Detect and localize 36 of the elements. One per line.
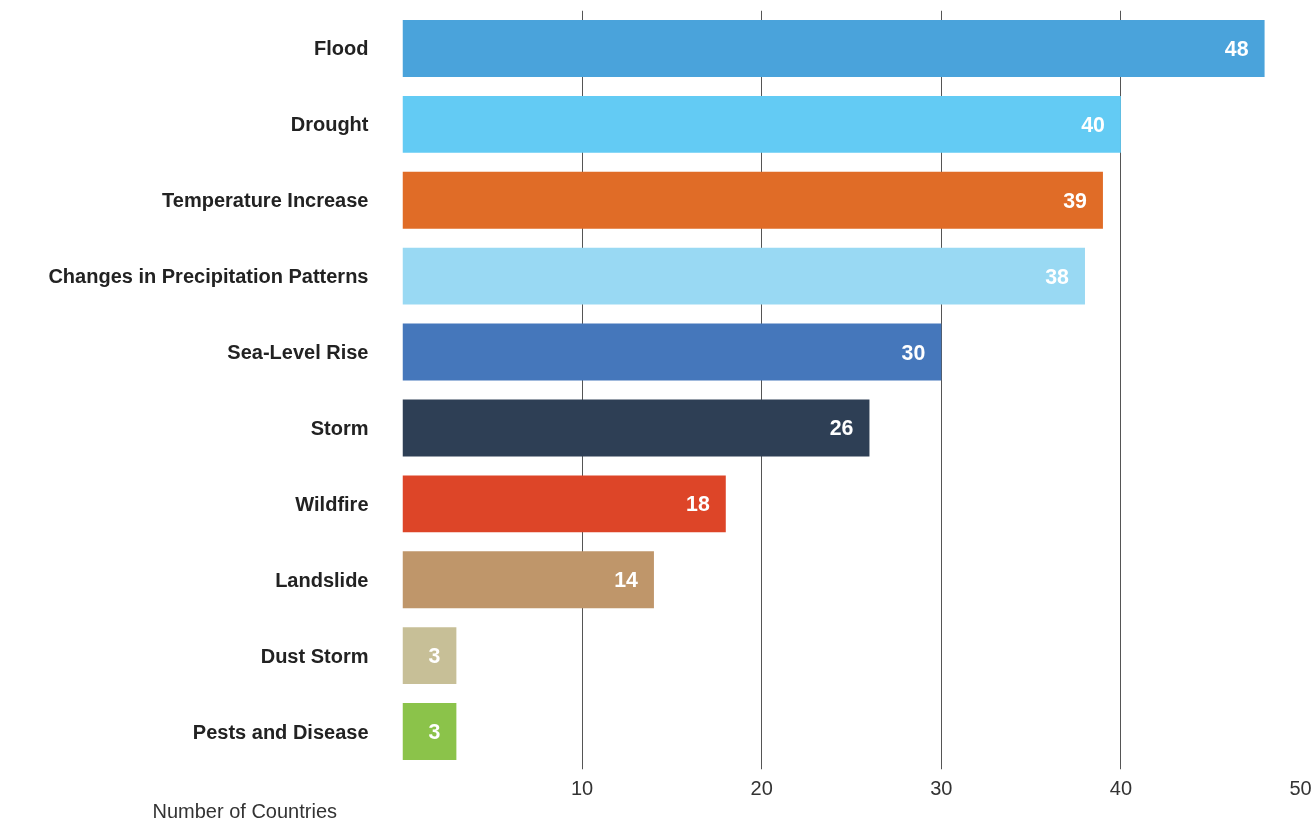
bar <box>402 475 726 533</box>
data-label: 39 <box>1063 188 1088 213</box>
bar <box>402 551 654 609</box>
data-label: 18 <box>686 492 710 517</box>
data-label: 3 <box>428 720 441 745</box>
bar <box>402 247 1085 305</box>
x-tick-label: 40 <box>1109 776 1133 799</box>
data-label: 48 <box>1224 36 1249 61</box>
bar <box>402 703 457 761</box>
x-tick-label: 20 <box>750 776 773 799</box>
bar <box>402 323 942 381</box>
y-tick-label: Wildfire <box>295 492 369 515</box>
y-tick-label: Drought <box>290 113 369 136</box>
y-tick-label: Changes in Precipitation Patterns <box>48 265 369 288</box>
x-axis-title: Number of Countries <box>152 799 338 821</box>
data-label: 30 <box>901 340 926 365</box>
data-label: 14 <box>614 568 639 593</box>
y-tick-label: Sea-Level Rise <box>227 341 369 364</box>
y-tick-label: Storm <box>310 416 369 439</box>
y-tick-label: Landslide <box>275 568 369 591</box>
bar <box>402 627 457 685</box>
x-tick-label: 10 <box>570 776 594 799</box>
bar <box>402 95 1121 153</box>
data-label: 3 <box>428 644 441 669</box>
y-tick-label: Pests and Disease <box>192 720 369 743</box>
data-label: 38 <box>1045 264 1070 289</box>
x-tick-label: 50 <box>1289 776 1312 799</box>
bar <box>402 399 870 457</box>
data-label: 40 <box>1081 112 1105 137</box>
data-label: 26 <box>829 416 854 441</box>
bar <box>402 171 1103 229</box>
bar <box>402 19 1265 77</box>
x-tick-label: 30 <box>930 776 953 799</box>
y-tick-label: Temperature Increase <box>162 189 369 212</box>
y-tick-label: Flood <box>314 37 369 60</box>
y-tick-label: Dust Storm <box>260 644 369 667</box>
